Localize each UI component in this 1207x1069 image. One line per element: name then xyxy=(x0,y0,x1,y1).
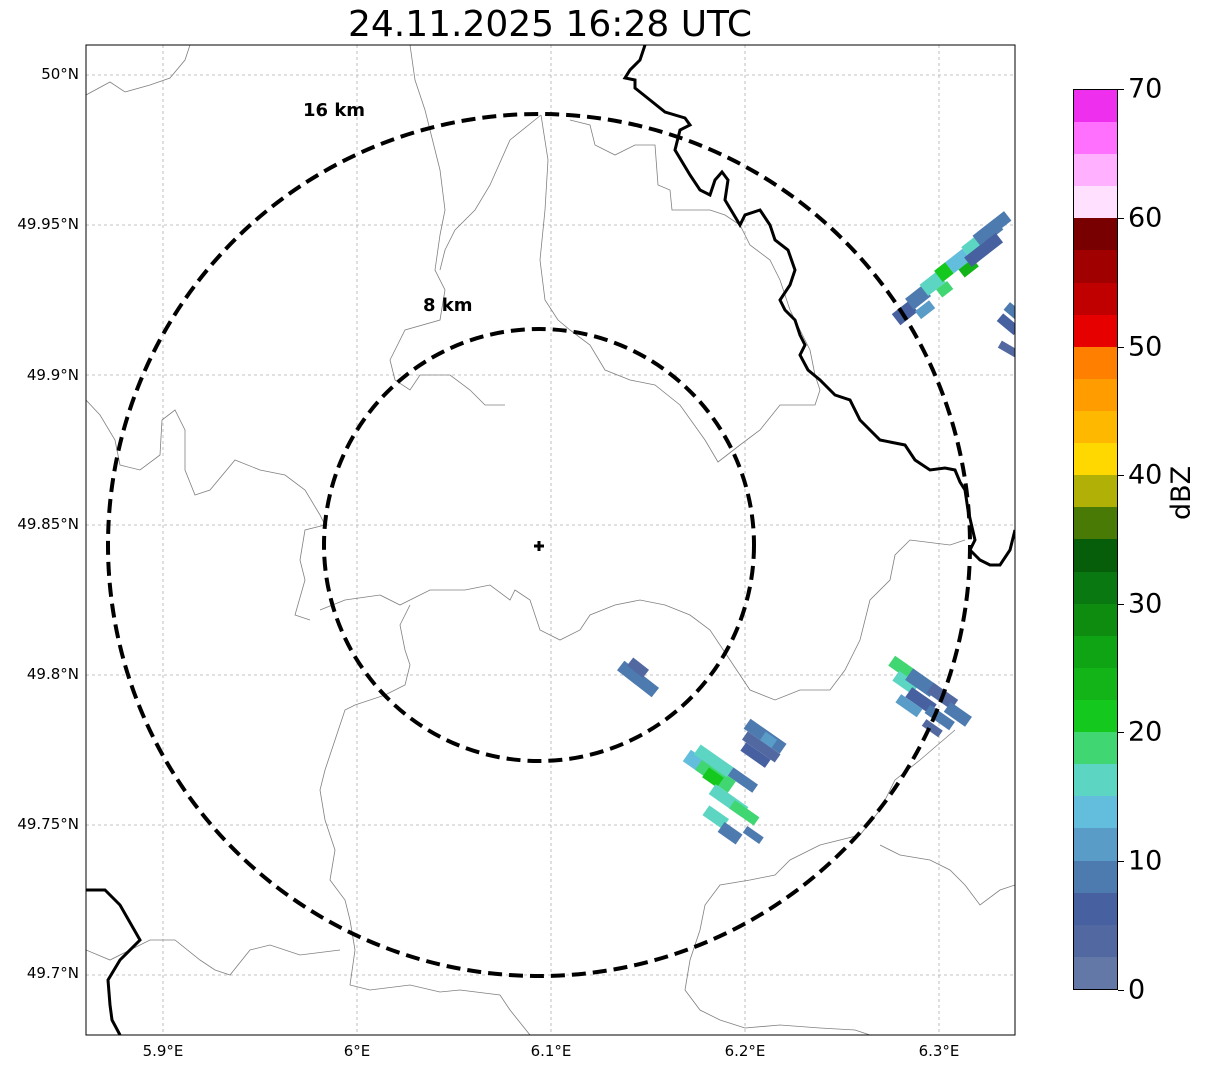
ring-label-8km: 8 km xyxy=(423,295,473,316)
colorbar-segment xyxy=(1074,378,1117,412)
y-tick-label: 49.8°N xyxy=(26,665,79,683)
reflectivity-echoes xyxy=(616,211,1015,845)
y-tick-label: 50°N xyxy=(41,65,79,83)
colorbar-tick-label: 40 xyxy=(1128,459,1163,491)
colorbar-tick-mark xyxy=(1118,89,1124,90)
x-tick-label: 6°E xyxy=(343,1042,371,1060)
gridlines xyxy=(86,45,1015,1035)
colorbar-segment xyxy=(1074,411,1117,444)
colorbar-segment xyxy=(1074,89,1117,123)
y-tick-label: 49.75°N xyxy=(17,815,79,833)
colorbar-segment xyxy=(1074,956,1117,989)
colorbar-tick-label: 30 xyxy=(1128,588,1163,620)
colorbar-segment xyxy=(1074,667,1117,701)
colorbar-segment xyxy=(1074,443,1117,476)
colorbar-segment xyxy=(1074,828,1117,861)
colorbar-segment xyxy=(1074,892,1117,925)
colorbar-tick-label: 60 xyxy=(1128,202,1163,234)
plus-marker-icon xyxy=(534,541,544,551)
colorbar-tick-mark xyxy=(1118,218,1124,219)
colorbar-segment xyxy=(1074,571,1117,604)
colorbar-segment xyxy=(1074,635,1117,668)
x-tick-label: 6.3°E xyxy=(918,1042,960,1060)
colorbar xyxy=(1073,89,1118,990)
admin-boundaries xyxy=(86,45,1015,1035)
y-tick-label: 49.7°N xyxy=(26,964,79,982)
colorbar-segment xyxy=(1074,796,1117,829)
range-ring-8km xyxy=(322,327,756,763)
colorbar-segment xyxy=(1074,186,1117,219)
colorbar-segment xyxy=(1074,732,1117,765)
colorbar-tick-label: 10 xyxy=(1128,845,1163,877)
colorbar-label: dBZ xyxy=(1166,465,1197,520)
colorbar-segment xyxy=(1074,860,1117,893)
colorbar-segment xyxy=(1074,122,1117,155)
range-rings xyxy=(106,112,972,978)
colorbar-tick-mark xyxy=(1118,475,1124,476)
colorbar-segment xyxy=(1074,700,1117,733)
map-title: 24.11.2025 16:28 UTC xyxy=(347,4,753,45)
colorbar-segment xyxy=(1074,539,1117,572)
map-frame xyxy=(85,44,1016,1036)
x-tick-label: 6.2°E xyxy=(724,1042,766,1060)
colorbar-segment xyxy=(1074,507,1117,540)
colorbar-tick-mark xyxy=(1118,604,1124,605)
colorbar-segment xyxy=(1074,346,1117,379)
colorbar-segment xyxy=(1074,282,1117,315)
colorbar-tick-mark xyxy=(1118,861,1124,862)
y-tick-label: 49.95°N xyxy=(17,215,79,233)
range-ring-16km xyxy=(106,112,972,978)
colorbar-tick-label: 70 xyxy=(1128,73,1163,105)
colorbar-tick-mark xyxy=(1118,990,1124,991)
colorbar-segment xyxy=(1074,924,1117,957)
colorbar-segment xyxy=(1074,475,1117,508)
colorbar-segment xyxy=(1074,314,1117,347)
colorbar-tick-mark xyxy=(1118,347,1124,348)
x-tick-label: 6.1°E xyxy=(530,1042,572,1060)
colorbar-segment xyxy=(1074,764,1117,797)
colorbar-segment xyxy=(1074,250,1117,283)
colorbar-tick-label: 0 xyxy=(1128,974,1146,1006)
ring-label-16km: 16 km xyxy=(303,100,366,121)
x-tick-label: 5.9°E xyxy=(142,1042,184,1060)
colorbar-segment xyxy=(1074,218,1117,251)
y-tick-label: 49.9°N xyxy=(26,366,79,384)
colorbar-segment xyxy=(1074,603,1117,636)
national-borders xyxy=(86,45,1015,1035)
colorbar-tick-label: 50 xyxy=(1128,331,1163,363)
colorbar-tick-label: 20 xyxy=(1128,716,1163,748)
colorbar-segment xyxy=(1074,154,1117,187)
y-tick-label: 49.85°N xyxy=(17,515,79,533)
colorbar-tick-mark xyxy=(1118,732,1124,733)
